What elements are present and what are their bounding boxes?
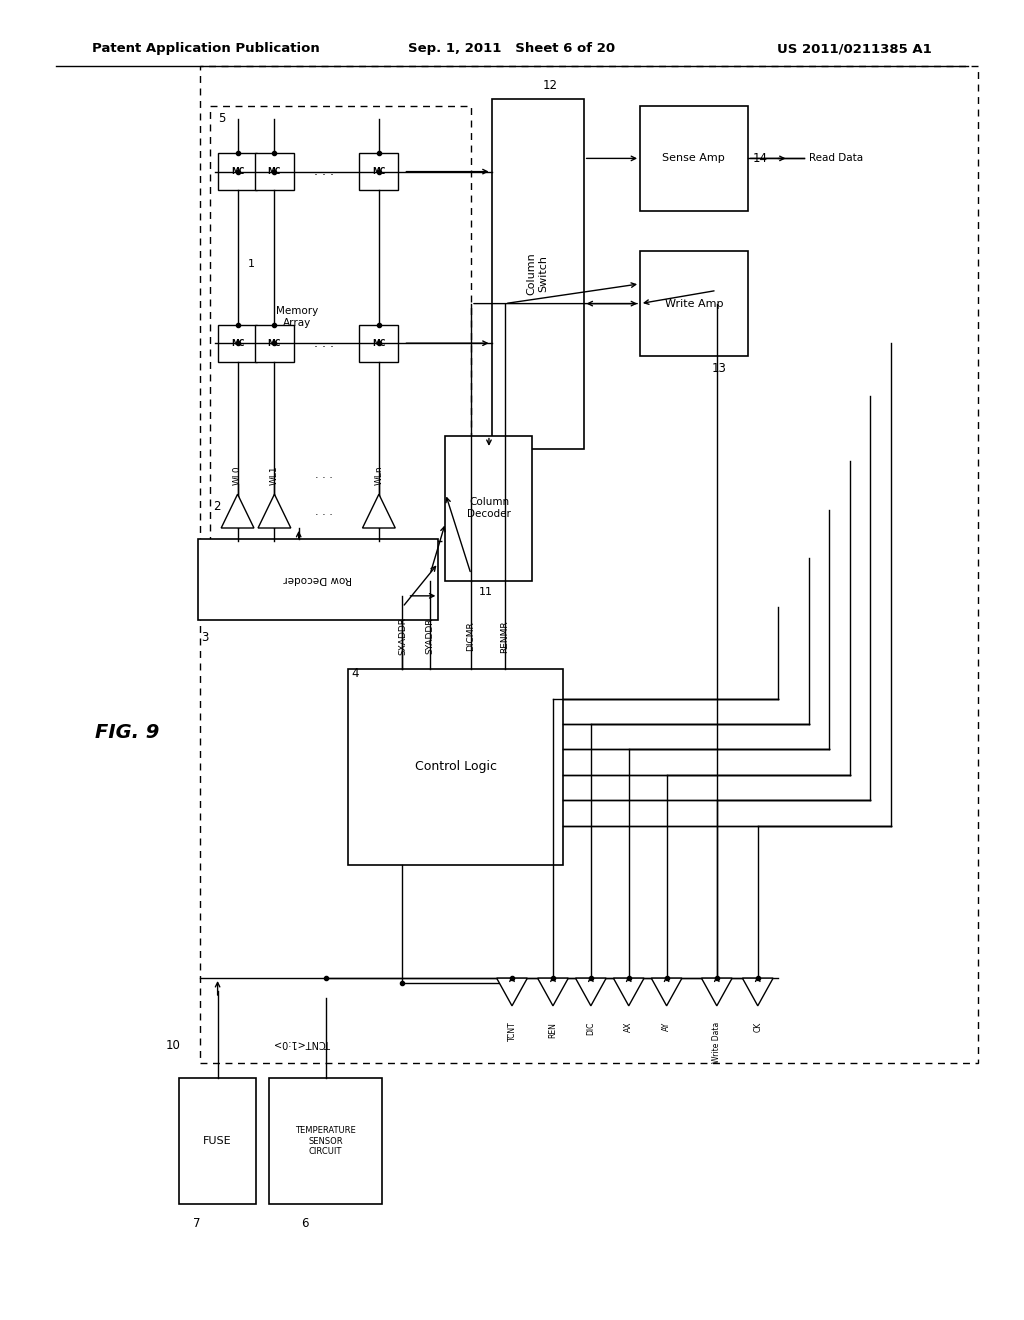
Text: 2: 2 — [213, 500, 221, 513]
Text: TEMPERATURE
SENSOR
CIRCUIT: TEMPERATURE SENSOR CIRCUIT — [295, 1126, 356, 1156]
Text: 5: 5 — [218, 112, 225, 125]
Text: . . .: . . . — [313, 165, 334, 178]
Text: WLn: WLn — [375, 466, 383, 484]
Text: 12: 12 — [543, 79, 558, 92]
Text: 7: 7 — [193, 1217, 201, 1230]
Text: US 2011/0211385 A1: US 2011/0211385 A1 — [777, 42, 932, 55]
Text: Column
Switch: Column Switch — [526, 252, 549, 296]
Polygon shape — [613, 978, 644, 1006]
Text: 6: 6 — [301, 1217, 309, 1230]
Text: MC: MC — [230, 168, 245, 176]
Text: DICMR: DICMR — [467, 622, 475, 651]
Text: RENMR: RENMR — [501, 620, 509, 652]
Text: MC: MC — [230, 339, 245, 347]
Polygon shape — [258, 494, 291, 528]
Polygon shape — [221, 494, 254, 528]
Text: Write Data: Write Data — [713, 1022, 721, 1063]
Bar — [179, 1078, 256, 1204]
Text: Sep. 1, 2011   Sheet 6 of 20: Sep. 1, 2011 Sheet 6 of 20 — [409, 42, 615, 55]
Text: Row Decoder: Row Decoder — [284, 574, 352, 585]
Text: AY: AY — [663, 1022, 671, 1031]
Text: 1: 1 — [248, 259, 254, 269]
Text: MC: MC — [267, 168, 282, 176]
Bar — [198, 539, 438, 620]
Text: MC: MC — [372, 339, 386, 347]
Text: Memory
Array: Memory Array — [275, 306, 318, 327]
Bar — [218, 153, 257, 190]
Text: Control Logic: Control Logic — [415, 760, 497, 774]
Text: Patent Application Publication: Patent Application Publication — [92, 42, 319, 55]
Bar — [210, 106, 471, 541]
Text: REN: REN — [549, 1022, 557, 1038]
Text: Write Amp: Write Amp — [665, 298, 723, 309]
Polygon shape — [538, 978, 568, 1006]
Text: Read Data: Read Data — [809, 153, 863, 164]
Text: . . .: . . . — [314, 470, 333, 480]
Polygon shape — [701, 978, 732, 1006]
Text: AX: AX — [625, 1022, 633, 1032]
Text: MC: MC — [372, 168, 386, 176]
Text: 3: 3 — [201, 631, 208, 644]
Bar — [640, 106, 748, 211]
Polygon shape — [575, 978, 606, 1006]
Text: SXADDR: SXADDR — [398, 618, 407, 655]
Text: FIG. 9: FIG. 9 — [95, 723, 160, 742]
Bar — [255, 325, 294, 362]
Bar — [640, 251, 748, 356]
Text: WL1: WL1 — [270, 466, 279, 484]
Text: . . .: . . . — [313, 337, 334, 350]
Bar — [348, 669, 563, 865]
Text: Column
Decoder: Column Decoder — [467, 498, 511, 519]
Text: WL0: WL0 — [233, 466, 242, 484]
Bar — [359, 153, 398, 190]
Bar — [255, 153, 294, 190]
Text: 14: 14 — [753, 152, 768, 165]
Bar — [492, 99, 584, 449]
Text: . . .: . . . — [314, 507, 333, 517]
Bar — [445, 436, 532, 581]
Text: TCNT: TCNT — [508, 1022, 516, 1041]
Text: 4: 4 — [351, 667, 358, 680]
Bar — [200, 66, 978, 1063]
Text: CK: CK — [754, 1022, 762, 1032]
Text: 10: 10 — [166, 1039, 181, 1052]
Text: SYADDR: SYADDR — [426, 618, 434, 655]
Text: TCNT<1:0>: TCNT<1:0> — [273, 1038, 331, 1048]
Bar — [269, 1078, 382, 1204]
Text: Sense Amp: Sense Amp — [663, 153, 725, 164]
Text: DIC: DIC — [587, 1022, 595, 1035]
Bar — [359, 325, 398, 362]
Text: MC: MC — [267, 339, 282, 347]
Bar — [218, 325, 257, 362]
Polygon shape — [497, 978, 527, 1006]
Text: FUSE: FUSE — [204, 1137, 231, 1146]
Text: 11: 11 — [479, 587, 494, 598]
Polygon shape — [362, 494, 395, 528]
Polygon shape — [742, 978, 773, 1006]
Text: 13: 13 — [712, 362, 727, 375]
Polygon shape — [651, 978, 682, 1006]
